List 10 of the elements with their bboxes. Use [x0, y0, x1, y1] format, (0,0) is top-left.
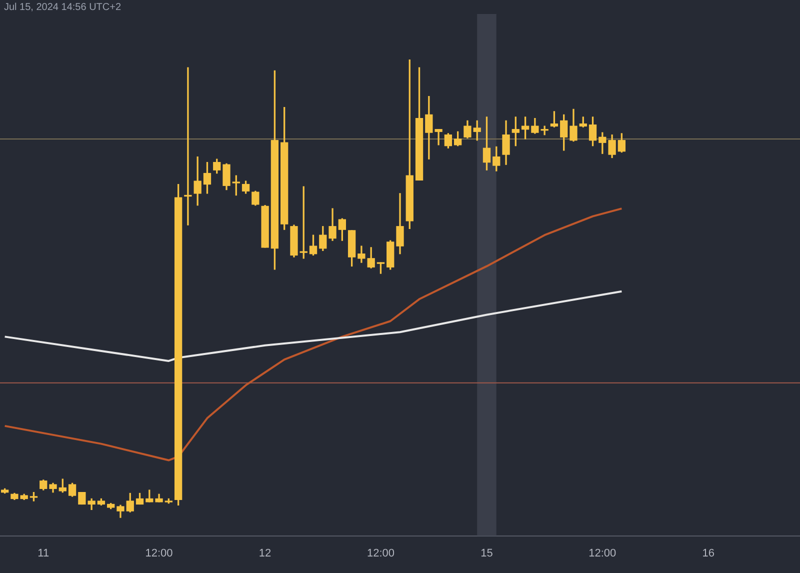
candlestick — [184, 67, 192, 226]
x-tick-label: 11 — [38, 547, 50, 560]
x-tick-label: 12:00 — [366, 547, 394, 560]
x-tick-label: 15 — [480, 547, 493, 560]
x-tick-label: 12:00 — [145, 547, 173, 560]
candlestick — [434, 129, 442, 146]
x-tick-label: 12:00 — [588, 547, 616, 560]
x-tick-label: 16 — [702, 547, 715, 560]
x-tick-label: 12 — [258, 547, 272, 560]
text: Jul 15, 2024 14:56 UTC+2 — [4, 2, 122, 13]
